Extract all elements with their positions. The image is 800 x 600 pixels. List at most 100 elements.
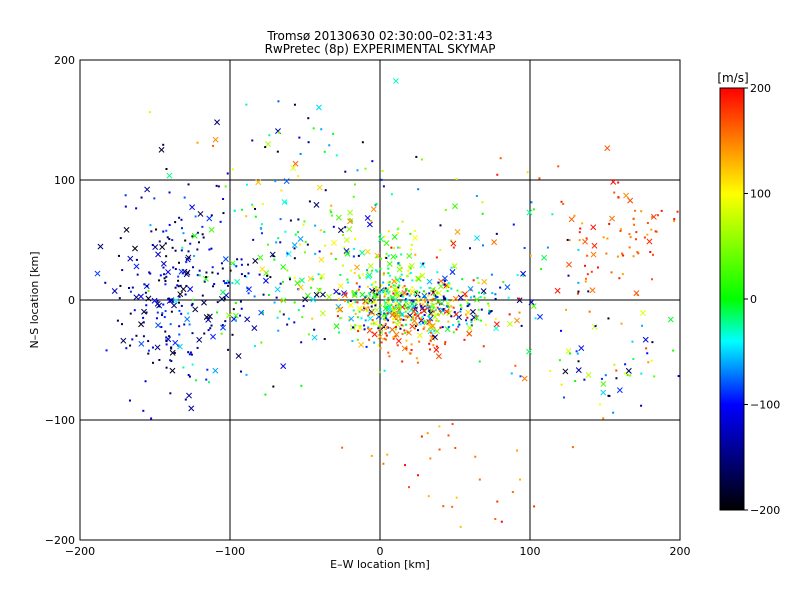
dot-point (293, 301, 296, 304)
dot-point (394, 326, 397, 329)
dot-point (121, 269, 124, 272)
dot-point (392, 337, 395, 340)
dot-point (180, 312, 183, 315)
dot-point (387, 267, 390, 270)
dot-point (207, 381, 210, 384)
dot-point (596, 266, 599, 269)
dot-point (436, 291, 439, 294)
cross-point (410, 308, 417, 315)
dot-point (278, 310, 281, 313)
dot-point (212, 285, 215, 288)
dot-point (297, 231, 300, 234)
dot-point (613, 191, 616, 194)
cross-point (443, 308, 450, 315)
dot-point (352, 255, 355, 258)
dot-point (324, 189, 327, 192)
dot-point (437, 281, 440, 284)
dot-point (165, 168, 168, 171)
dot-point (341, 446, 344, 449)
dot-point (403, 285, 406, 288)
dot-point (456, 316, 459, 319)
dot-point (435, 296, 438, 299)
dot-point (477, 308, 480, 311)
dot-point (382, 273, 385, 276)
dot-point (353, 271, 356, 274)
dot-point (571, 446, 574, 449)
dot-point (233, 263, 236, 266)
dot-point (145, 311, 148, 314)
dot-point (377, 312, 380, 315)
dot-point (422, 321, 425, 324)
cross-point (416, 332, 423, 339)
cross-point (285, 251, 292, 257)
cross-point (394, 293, 401, 300)
dot-point (150, 230, 153, 233)
dot-point (459, 310, 462, 313)
dot-point (594, 325, 597, 328)
dot-point (286, 323, 289, 326)
dot-point (205, 378, 208, 381)
dot-point (374, 304, 377, 307)
dot-point (565, 308, 568, 311)
dot-point (516, 274, 519, 277)
cross-point (151, 297, 158, 304)
dot-point (231, 282, 234, 285)
cross-point (432, 313, 438, 320)
dot-point (590, 270, 593, 273)
dot-point (618, 277, 621, 280)
dot-point (429, 339, 432, 342)
dot-point (158, 279, 161, 282)
dot-point (190, 304, 193, 307)
dot-point (415, 357, 418, 360)
dot-point (455, 496, 458, 499)
colorbar-label: [m/s] (717, 71, 748, 85)
dot-point (119, 237, 122, 240)
dot-point (651, 216, 654, 219)
dot-point (379, 233, 382, 236)
dot-point (367, 314, 370, 317)
dot-point (226, 279, 229, 282)
dot-point (131, 286, 134, 289)
dot-point (332, 132, 335, 135)
dot-point (651, 253, 654, 256)
dot-point (566, 238, 569, 241)
dot-point (128, 399, 131, 402)
cross-point (354, 264, 360, 271)
dot-point (402, 324, 405, 327)
dot-point (488, 311, 491, 314)
cross-point (409, 301, 416, 308)
cross-point (123, 226, 130, 233)
dot-point (259, 227, 262, 230)
dot-point (384, 322, 387, 325)
dot-point (422, 299, 425, 302)
cross-point (336, 306, 343, 313)
dot-point (165, 275, 168, 278)
dot-point (379, 371, 382, 374)
dot-point (431, 297, 434, 300)
cross-point (452, 203, 458, 210)
dot-point (612, 411, 615, 414)
cross-point (639, 310, 646, 316)
cross-point (310, 296, 317, 303)
dot-point (446, 302, 449, 305)
cross-point (252, 257, 259, 264)
dot-point (229, 269, 232, 272)
dot-point (373, 289, 376, 292)
dot-point (397, 227, 400, 230)
dot-point (650, 359, 653, 362)
dot-point (447, 306, 450, 309)
dot-point (416, 361, 419, 364)
cross-point (281, 199, 288, 206)
dot-point (382, 318, 385, 321)
dot-point (385, 317, 388, 320)
cross-point (435, 353, 442, 360)
dot-point (650, 228, 653, 231)
dot-point (226, 172, 229, 175)
colorbar-gradient (719, 87, 745, 511)
dot-point (510, 372, 513, 375)
dot-point (148, 271, 151, 274)
dot-point (422, 327, 425, 330)
cross-point (173, 297, 180, 304)
dot-point (494, 317, 497, 320)
dot-point (151, 244, 154, 247)
